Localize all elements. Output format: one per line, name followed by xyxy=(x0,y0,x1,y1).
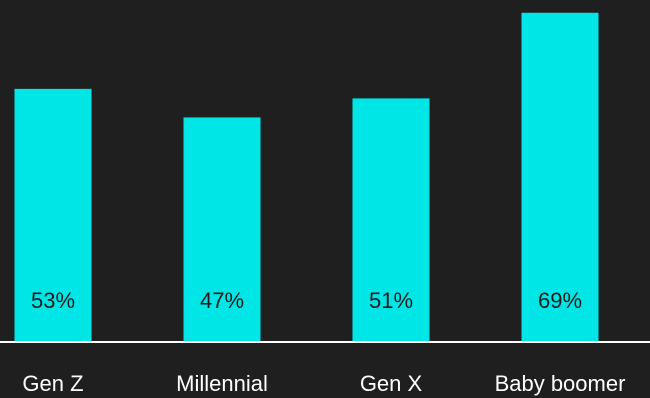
bars-group xyxy=(14,12,599,342)
bar-gen-x xyxy=(352,98,430,341)
category-label: Baby boomer xyxy=(495,371,626,396)
category-labels-group: Gen Z Millennial Gen X Baby boomer xyxy=(22,371,625,396)
bar-millennial xyxy=(183,117,261,342)
value-label: 69% xyxy=(538,288,582,313)
category-label: Gen Z xyxy=(22,371,83,396)
bar-gen-z xyxy=(14,88,92,341)
bar-baby-boomer xyxy=(521,12,599,342)
value-label: 47% xyxy=(200,288,244,313)
category-label: Gen X xyxy=(360,371,423,396)
value-labels-group: 53% 47% 51% 69% xyxy=(31,288,582,313)
value-label: 53% xyxy=(31,288,75,313)
value-label: 51% xyxy=(369,288,413,313)
category-label: Millennial xyxy=(176,371,268,396)
